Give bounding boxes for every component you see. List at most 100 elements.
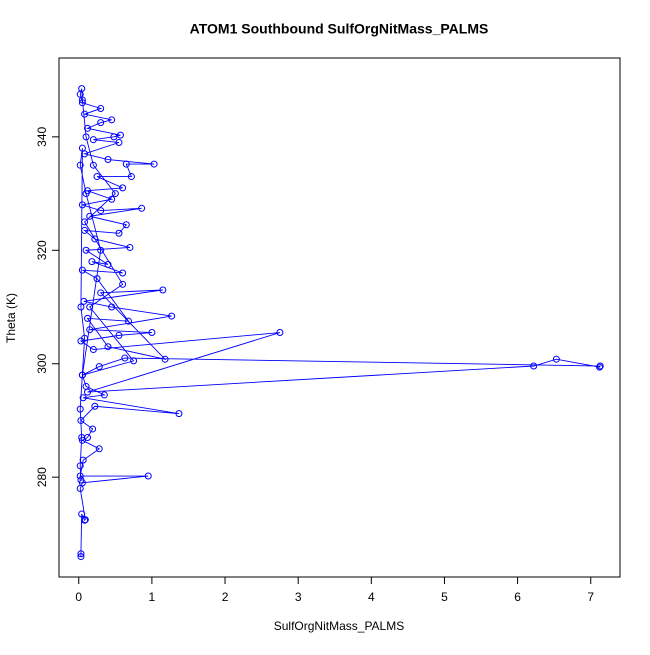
data-point [81, 334, 89, 342]
data-point [86, 303, 94, 311]
data-point [97, 119, 105, 127]
y-tick-label: 280 [35, 467, 49, 487]
data-point [89, 346, 97, 354]
data-point [78, 510, 86, 518]
data-point [97, 207, 105, 215]
data-point [81, 226, 89, 234]
data-point [78, 144, 86, 152]
chart-title: ATOM1 Southbound SulfOrgNitMass_PALMS [190, 21, 489, 37]
data-point [79, 394, 87, 402]
data-point [78, 436, 86, 444]
data-point [78, 371, 86, 379]
data-point [88, 258, 96, 266]
data-point [97, 289, 105, 297]
x-axis-label: SulfOrgNitMass_PALMS [274, 619, 404, 633]
data-point [116, 131, 124, 139]
data-point [95, 445, 103, 453]
data-point [91, 235, 99, 243]
data-point [150, 160, 158, 168]
data-point [86, 212, 94, 220]
data-point [86, 326, 94, 334]
y-tick-label: 340 [35, 127, 49, 147]
data-line [79, 88, 602, 557]
data-point [84, 124, 92, 132]
data-point [161, 355, 169, 363]
data-point [108, 195, 116, 203]
data-point [82, 133, 90, 141]
data-point [76, 405, 84, 413]
data-point [95, 363, 103, 371]
data-point [530, 362, 538, 370]
data-point [84, 314, 92, 322]
data-point [76, 161, 84, 169]
x-tick-label: 5 [441, 590, 448, 604]
data-point [110, 133, 118, 141]
data-point [78, 266, 86, 274]
data-point [122, 221, 130, 229]
x-tick-label: 4 [368, 590, 375, 604]
data-point [77, 303, 85, 311]
data-point [77, 553, 85, 561]
data-point [80, 297, 88, 305]
data-point [276, 329, 284, 337]
data-point [119, 269, 127, 277]
data-point [119, 184, 127, 192]
data-point [144, 472, 152, 480]
data-point [121, 354, 129, 362]
data-point [115, 139, 123, 147]
data-point [115, 229, 123, 237]
data-point [91, 402, 99, 410]
data-point [76, 462, 84, 470]
data-point [78, 85, 86, 93]
data-point [111, 190, 119, 198]
data-point [596, 363, 604, 371]
data-point [115, 331, 123, 339]
data-point [104, 343, 112, 351]
data-point [81, 218, 89, 226]
data-point [81, 516, 89, 524]
data-point [100, 391, 108, 399]
data-point [596, 362, 604, 370]
data-point [108, 116, 116, 124]
data-point [175, 410, 183, 418]
data-point [77, 550, 85, 558]
x-tick-label: 2 [222, 590, 229, 604]
data-point [552, 355, 560, 363]
data-point [84, 388, 92, 396]
data-point [82, 246, 90, 254]
data-point [93, 275, 101, 283]
data-point [119, 280, 127, 288]
x-tick-label: 3 [295, 590, 302, 604]
data-point [159, 286, 167, 294]
data-point [124, 317, 132, 325]
data-point [104, 156, 112, 164]
data-point [122, 160, 130, 168]
data-point [89, 161, 97, 169]
data-point [82, 190, 90, 198]
data-point [78, 201, 86, 209]
data-point [148, 329, 156, 337]
x-tick-label: 6 [514, 590, 521, 604]
data-point [77, 476, 85, 484]
x-tick-label: 0 [75, 590, 82, 604]
x-tick-label: 1 [149, 590, 156, 604]
data-point [78, 99, 86, 107]
data-point [89, 425, 97, 433]
data-point [78, 96, 86, 104]
data-point [126, 243, 134, 251]
data-point [168, 312, 176, 320]
data-point [93, 173, 101, 181]
data-point [89, 136, 97, 144]
data-point [108, 303, 116, 311]
data-point [138, 204, 146, 212]
data-point [130, 357, 138, 365]
data-point [76, 472, 84, 480]
data-point [81, 110, 89, 118]
data-point [79, 456, 87, 464]
data-point [127, 173, 135, 181]
y-axis-label: Theta (K) [4, 293, 18, 343]
data-point [97, 104, 105, 112]
y-tick-label: 320 [35, 240, 49, 260]
